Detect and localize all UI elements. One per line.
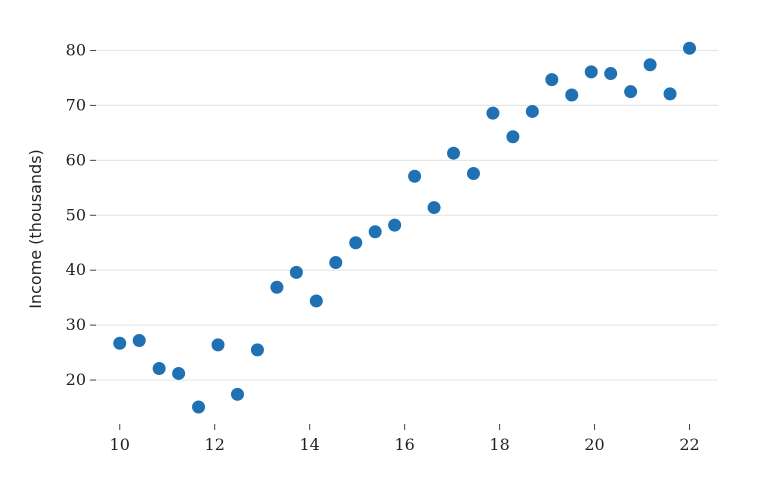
x-tick-label: 10 (110, 435, 130, 454)
data-point (152, 362, 166, 376)
data-point (349, 236, 363, 250)
y-tick-label: 60 (66, 150, 86, 169)
data-point (624, 85, 638, 99)
data-point (329, 256, 343, 270)
data-point (663, 87, 677, 101)
data-point (270, 280, 284, 294)
data-point (545, 73, 559, 87)
data-point (584, 65, 598, 79)
data-point (113, 336, 127, 350)
x-tick-label: 18 (489, 435, 509, 454)
data-point (172, 366, 186, 380)
data-point (289, 265, 303, 279)
y-axis-label: Income (thousands) (26, 149, 45, 309)
x-tick-label: 20 (584, 435, 604, 454)
data-point (408, 169, 422, 183)
grid-lines (96, 49, 718, 381)
data-point (643, 58, 657, 72)
y-tick-label: 30 (66, 315, 86, 334)
data-point (250, 343, 264, 357)
data-point (192, 400, 206, 414)
data-point (683, 41, 697, 55)
y-tick-label: 40 (66, 260, 86, 279)
data-point (309, 294, 323, 308)
data-point (230, 387, 244, 401)
y-axis: 20 30 40 50 60 70 80 (66, 40, 96, 389)
y-tick-label: 70 (66, 95, 86, 114)
x-tick-label: 12 (205, 435, 225, 454)
data-point (506, 130, 520, 144)
data-point (486, 106, 500, 120)
x-tick-label: 22 (679, 435, 699, 454)
data-point (466, 167, 480, 181)
data-point (447, 146, 461, 160)
y-tick-label: 20 (66, 370, 86, 389)
x-tick-label: 16 (394, 435, 414, 454)
data-point (427, 201, 441, 215)
x-tick-label: 14 (299, 435, 319, 454)
y-tick-label: 80 (66, 40, 86, 59)
data-point (388, 218, 402, 232)
x-axis: 10 12 14 16 18 20 22 (110, 424, 700, 454)
data-point (565, 88, 579, 102)
data-point (211, 338, 225, 352)
data-point (132, 334, 146, 348)
y-tick-label: 50 (66, 205, 86, 224)
data-points (113, 41, 697, 414)
data-point (368, 225, 382, 239)
data-point (604, 67, 618, 81)
data-point (525, 104, 539, 118)
